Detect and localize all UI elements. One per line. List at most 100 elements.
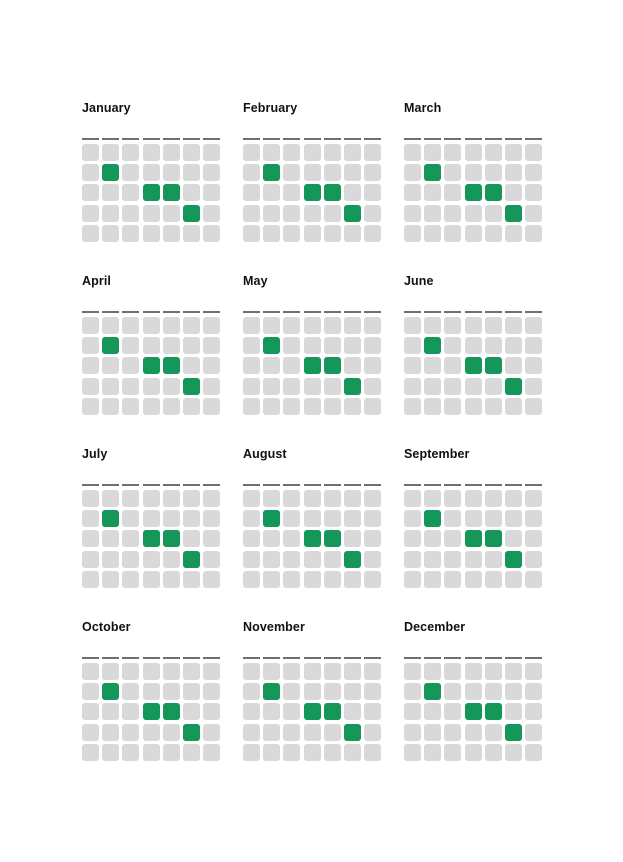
day-cell[interactable] [525,204,543,222]
day-cell[interactable] [504,184,522,202]
day-cell[interactable] [102,550,120,568]
day-cell[interactable] [323,337,341,355]
day-cell[interactable] [82,184,99,202]
day-cell[interactable] [122,550,140,568]
day-cell[interactable] [122,663,140,680]
day-cell[interactable] [182,663,200,680]
day-cell[interactable] [122,164,140,182]
day-cell[interactable] [444,397,462,415]
day-cell[interactable] [364,570,382,588]
day-cell-active[interactable] [162,184,180,202]
day-cell[interactable] [464,337,482,355]
day-cell[interactable] [283,357,301,375]
day-cell-active[interactable] [142,184,160,202]
day-cell-active[interactable] [162,530,180,548]
day-cell[interactable] [424,723,442,741]
day-cell[interactable] [102,184,120,202]
day-cell[interactable] [404,490,421,507]
day-cell[interactable] [444,570,462,588]
day-cell[interactable] [424,184,442,202]
day-cell[interactable] [303,204,321,222]
day-cell[interactable] [263,357,281,375]
day-cell[interactable] [122,510,140,528]
day-cell[interactable] [243,743,260,761]
day-cell[interactable] [343,184,361,202]
day-cell[interactable] [102,204,120,222]
day-cell[interactable] [444,357,462,375]
day-cell[interactable] [283,490,301,507]
day-cell[interactable] [263,204,281,222]
day-cell[interactable] [525,550,543,568]
day-cell[interactable] [323,377,341,395]
day-cell-active[interactable] [323,184,341,202]
day-cell-active[interactable] [162,703,180,721]
day-cell[interactable] [444,703,462,721]
day-cell[interactable] [464,723,482,741]
day-cell[interactable] [504,570,522,588]
day-cell[interactable] [102,397,120,415]
day-cell[interactable] [404,224,421,242]
day-cell[interactable] [122,490,140,507]
day-cell[interactable] [364,510,382,528]
day-cell[interactable] [484,490,502,507]
day-cell[interactable] [122,204,140,222]
day-cell-active[interactable] [484,184,502,202]
day-cell[interactable] [484,663,502,680]
day-cell[interactable] [424,204,442,222]
day-cell[interactable] [364,530,382,548]
day-cell[interactable] [404,204,421,222]
day-cell-active[interactable] [263,337,281,355]
day-cell[interactable] [303,723,321,741]
day-cell[interactable] [323,317,341,334]
day-cell[interactable] [404,570,421,588]
day-cell[interactable] [243,510,260,528]
day-cell[interactable] [464,377,482,395]
day-cell[interactable] [444,317,462,334]
day-cell[interactable] [364,337,382,355]
day-cell[interactable] [444,550,462,568]
day-cell[interactable] [444,743,462,761]
day-cell[interactable] [525,743,543,761]
day-cell[interactable] [303,164,321,182]
day-cell[interactable] [203,550,221,568]
day-cell[interactable] [243,357,260,375]
day-cell[interactable] [162,550,180,568]
day-cell[interactable] [323,683,341,701]
day-cell[interactable] [243,144,260,161]
day-cell[interactable] [142,663,160,680]
day-cell[interactable] [364,357,382,375]
day-cell[interactable] [504,490,522,507]
day-cell[interactable] [464,204,482,222]
day-cell[interactable] [182,490,200,507]
day-cell[interactable] [102,490,120,507]
day-cell[interactable] [364,683,382,701]
day-cell[interactable] [504,663,522,680]
day-cell[interactable] [424,144,442,161]
day-cell[interactable] [404,550,421,568]
day-cell[interactable] [504,144,522,161]
day-cell[interactable] [504,743,522,761]
day-cell-active[interactable] [303,184,321,202]
day-cell[interactable] [203,663,221,680]
day-cell-active[interactable] [424,683,442,701]
day-cell[interactable] [162,397,180,415]
day-cell[interactable] [203,743,221,761]
day-cell[interactable] [263,530,281,548]
day-cell[interactable] [162,570,180,588]
day-cell[interactable] [102,570,120,588]
day-cell[interactable] [303,550,321,568]
day-cell[interactable] [444,490,462,507]
day-cell[interactable] [484,337,502,355]
day-cell[interactable] [525,164,543,182]
day-cell[interactable] [303,490,321,507]
day-cell[interactable] [464,224,482,242]
day-cell-active[interactable] [464,703,482,721]
day-cell[interactable] [263,377,281,395]
day-cell[interactable] [424,550,442,568]
day-cell[interactable] [142,683,160,701]
day-cell[interactable] [263,550,281,568]
day-cell[interactable] [464,144,482,161]
day-cell[interactable] [343,397,361,415]
day-cell[interactable] [424,530,442,548]
day-cell[interactable] [142,490,160,507]
